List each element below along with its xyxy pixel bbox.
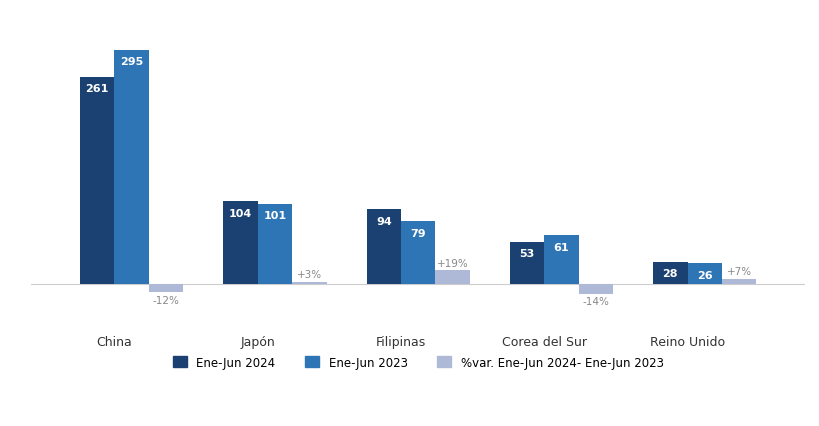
Bar: [653, 262, 686, 284]
Text: 53: 53: [518, 249, 534, 259]
Bar: [292, 282, 326, 284]
Text: 101: 101: [263, 210, 286, 221]
Text: +3%: +3%: [296, 270, 322, 280]
Text: -14%: -14%: [581, 296, 609, 307]
Text: -12%: -12%: [152, 295, 179, 305]
Text: 261: 261: [85, 84, 109, 94]
Bar: [149, 284, 183, 293]
Legend: Ene-Jun 2024, Ene-Jun 2023, %var. Ene-Jun 2024- Ene-Jun 2023: Ene-Jun 2024, Ene-Jun 2023, %var. Ene-Ju…: [168, 351, 667, 374]
Bar: [115, 51, 149, 284]
Text: 28: 28: [662, 268, 677, 278]
Text: +7%: +7%: [726, 267, 751, 277]
Text: 295: 295: [120, 57, 143, 67]
Text: 79: 79: [410, 228, 426, 238]
Bar: [400, 222, 435, 284]
Bar: [544, 236, 578, 284]
Bar: [686, 264, 721, 284]
Bar: [223, 202, 257, 284]
Bar: [509, 242, 544, 284]
Bar: [257, 204, 292, 284]
Text: 61: 61: [553, 242, 568, 252]
Bar: [435, 271, 469, 284]
Bar: [721, 279, 755, 284]
Bar: [80, 78, 115, 284]
Text: 104: 104: [229, 208, 252, 218]
Bar: [578, 284, 613, 294]
Text: 26: 26: [696, 270, 712, 280]
Bar: [366, 210, 400, 284]
Text: +19%: +19%: [437, 258, 468, 268]
Text: 94: 94: [375, 216, 391, 226]
